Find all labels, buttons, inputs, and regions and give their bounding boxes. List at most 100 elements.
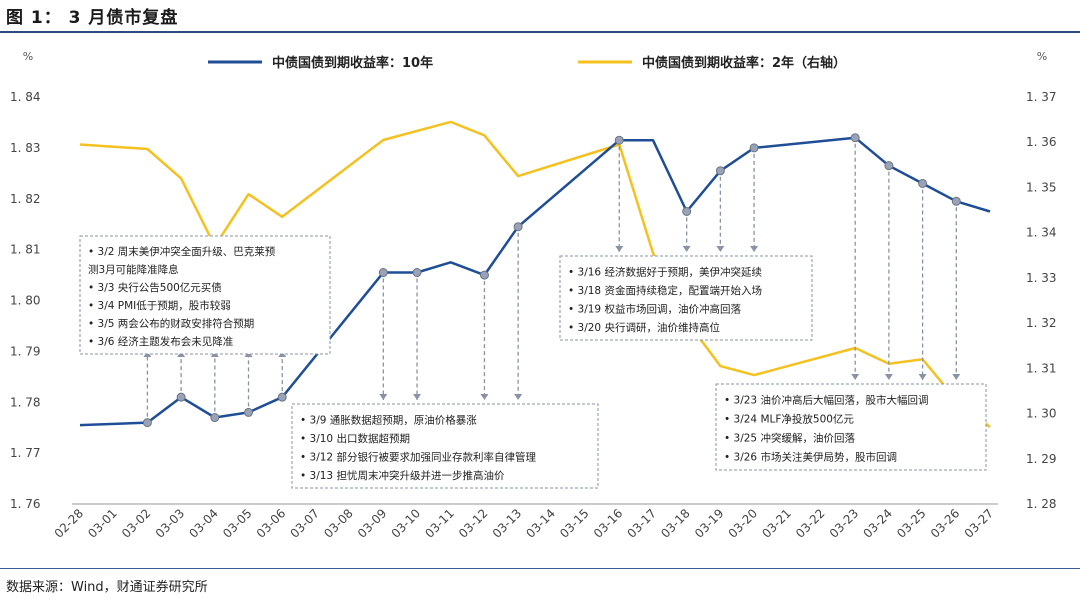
legend-label-2y: 中债国债到期收益率：2年（右轴）	[642, 55, 846, 71]
right-tick-label: 1. 33	[1026, 271, 1057, 285]
annotation-text: • 3/4 PMI低于预期，股市较弱	[88, 299, 231, 312]
annotation-text: • 3/26 市场关注美伊局势，股市回调	[724, 451, 897, 464]
annotation-point	[479, 270, 489, 280]
right-tick-label: 1. 35	[1026, 180, 1057, 194]
annotation-text: • 3/23 油价冲高后大幅回落，股市大幅回调	[724, 394, 928, 407]
annotation-point	[682, 206, 692, 216]
right-tick-label: 1. 28	[1026, 497, 1057, 511]
right-axis-ticks: % 1. 37 1. 36 1. 35 1. 34 1. 33 1. 32 1. 31 1. 3…	[1026, 50, 1057, 511]
annotation-box: • 3/16 经济数据好于预期，美伊冲突延续 • 3/18 资金面持续稳定，配置端…	[559, 255, 813, 341]
annotation-arrow-head	[884, 374, 893, 380]
legend: 中债国债到期收益率：10年 中债国债到期收益率：2年（右轴）	[208, 55, 846, 71]
annotation-point	[210, 413, 220, 423]
annotation-text: • 3/16 经济数据好于预期，美伊冲突延续	[568, 265, 762, 278]
x-axis-ticks: 02-28 03-01 03-02 03-03 03-04 03-05 03-06 03-07…	[52, 506, 997, 541]
annotation-text: • 3/25 冲突缓解，油价回落	[724, 432, 855, 445]
annotation-arrow-head	[952, 374, 961, 380]
x-tick-label: 02-28	[52, 506, 87, 541]
annotation-text: 测3月可能降准降息	[88, 263, 179, 276]
annotation-text: • 3/18 资金面持续稳定，配置端开始入场	[568, 284, 762, 297]
right-tick-label: 1. 30	[1026, 407, 1057, 421]
right-axis-unit: %	[1037, 50, 1047, 63]
right-tick-label: 1. 32	[1026, 316, 1057, 330]
x-tick-label: 03-21	[759, 506, 794, 541]
left-tick-label: 1. 84	[10, 90, 41, 104]
left-tick-label: 1. 79	[10, 344, 41, 358]
annotation-arrow-head	[514, 394, 523, 400]
annotation-point	[918, 178, 928, 188]
left-tick-label: 1. 76	[10, 497, 41, 511]
source-note: 数据来源：Wind，财通证券研究所	[6, 580, 208, 595]
right-tick-label: 1. 29	[1026, 452, 1057, 466]
x-tick-label: 03-25	[894, 506, 929, 541]
annotation-point	[749, 143, 759, 153]
annotation-point	[176, 392, 186, 402]
annotation-point	[850, 133, 860, 143]
annotation-point	[412, 268, 422, 278]
annotation-text: • 3/10 出口数据超预期	[300, 432, 410, 445]
annotation-text: • 3/12 部分银行被要求加强同业存款利率自律管理	[300, 450, 536, 463]
x-tick-label: 03-17	[625, 506, 660, 541]
left-tick-label: 1. 82	[10, 192, 41, 206]
x-tick-label: 03-08	[321, 506, 356, 541]
x-tick-label: 03-06	[254, 506, 289, 541]
x-tick-label: 03-01	[85, 506, 120, 541]
annotation-arrow-head	[918, 374, 927, 380]
annotation-text: • 3/3 央行公告500亿元买债	[88, 281, 222, 294]
x-tick-label: 03-12	[456, 506, 491, 541]
x-tick-label: 03-04	[186, 506, 221, 541]
left-tick-label: 1. 81	[10, 243, 41, 257]
figure-title: 图 1： 3 月债市复盘	[6, 8, 179, 28]
right-tick-label: 1. 34	[1026, 226, 1057, 240]
left-axis-ticks: % 1. 84 1. 83 1. 82 1. 81 1. 80 1. 79 1. 78 1. 7…	[10, 50, 41, 511]
x-tick-label: 03-10	[389, 506, 424, 541]
right-tick-label: 1. 31	[1026, 361, 1057, 375]
x-tick-label: 03-07	[287, 506, 322, 541]
annotation-arrow-head	[480, 394, 489, 400]
annotation-arrow-head	[413, 394, 422, 400]
x-tick-label: 03-02	[119, 506, 154, 541]
x-tick-label: 03-22	[793, 506, 828, 541]
annotation-box: • 3/23 油价冲高后大幅回落，股市大幅回调 • 3/24 MLF净投放500亿…	[715, 383, 987, 471]
annotation-arrow-head	[379, 394, 388, 400]
annotation-point	[513, 222, 523, 232]
annotation-text: • 3/6 经济主题发布会未见降准	[88, 335, 233, 348]
series-line-2y	[79, 120, 991, 429]
annotation-point	[378, 268, 388, 278]
annotation-point	[614, 135, 624, 145]
annotation-text: • 3/19 权益市场回调，油价冲高回落	[568, 302, 741, 315]
annotation-point	[951, 196, 961, 206]
x-tick-label: 03-16	[591, 506, 626, 541]
x-tick-label: 03-27	[962, 506, 997, 541]
annotation-arrow-head	[750, 246, 759, 252]
annotation-text: • 3/9 通胀数据超预期，原油价格暴涨	[300, 413, 477, 426]
left-tick-label: 1. 80	[10, 294, 41, 308]
annotation-point	[715, 166, 725, 176]
annotation-arrow-head	[716, 246, 725, 252]
x-tick-label: 03-09	[355, 506, 390, 541]
annotation-point	[244, 407, 254, 417]
annotation-box-frame	[79, 235, 331, 355]
title-rule	[0, 31, 1080, 33]
annotation-text: • 3/20 央行调研，油价维持高位	[568, 321, 720, 334]
x-tick-label: 03-05	[220, 506, 255, 541]
source-rule	[0, 568, 1080, 569]
x-tick-label: 03-03	[153, 506, 188, 541]
annotation-arrow-head	[851, 374, 860, 380]
annotation-point	[277, 392, 287, 402]
x-tick-label: 03-15	[557, 506, 592, 541]
annotation-box-frame	[559, 255, 813, 341]
left-tick-label: 1. 78	[10, 395, 41, 409]
x-tick-label: 03-13	[490, 506, 525, 541]
annotation-box-frame	[291, 403, 599, 489]
x-tick-label: 03-19	[692, 506, 727, 541]
x-tick-label: 03-11	[422, 506, 457, 541]
x-tick-label: 03-26	[928, 506, 963, 541]
annotation-text: • 3/2 周末美伊冲突全面升级、巴克莱预	[88, 245, 276, 258]
left-tick-label: 1. 77	[10, 446, 41, 460]
x-tick-label: 03-14	[523, 506, 558, 541]
annotation-text: • 3/5 两会公布的财政安排符合预期	[88, 317, 254, 330]
left-axis-unit: %	[23, 50, 33, 63]
